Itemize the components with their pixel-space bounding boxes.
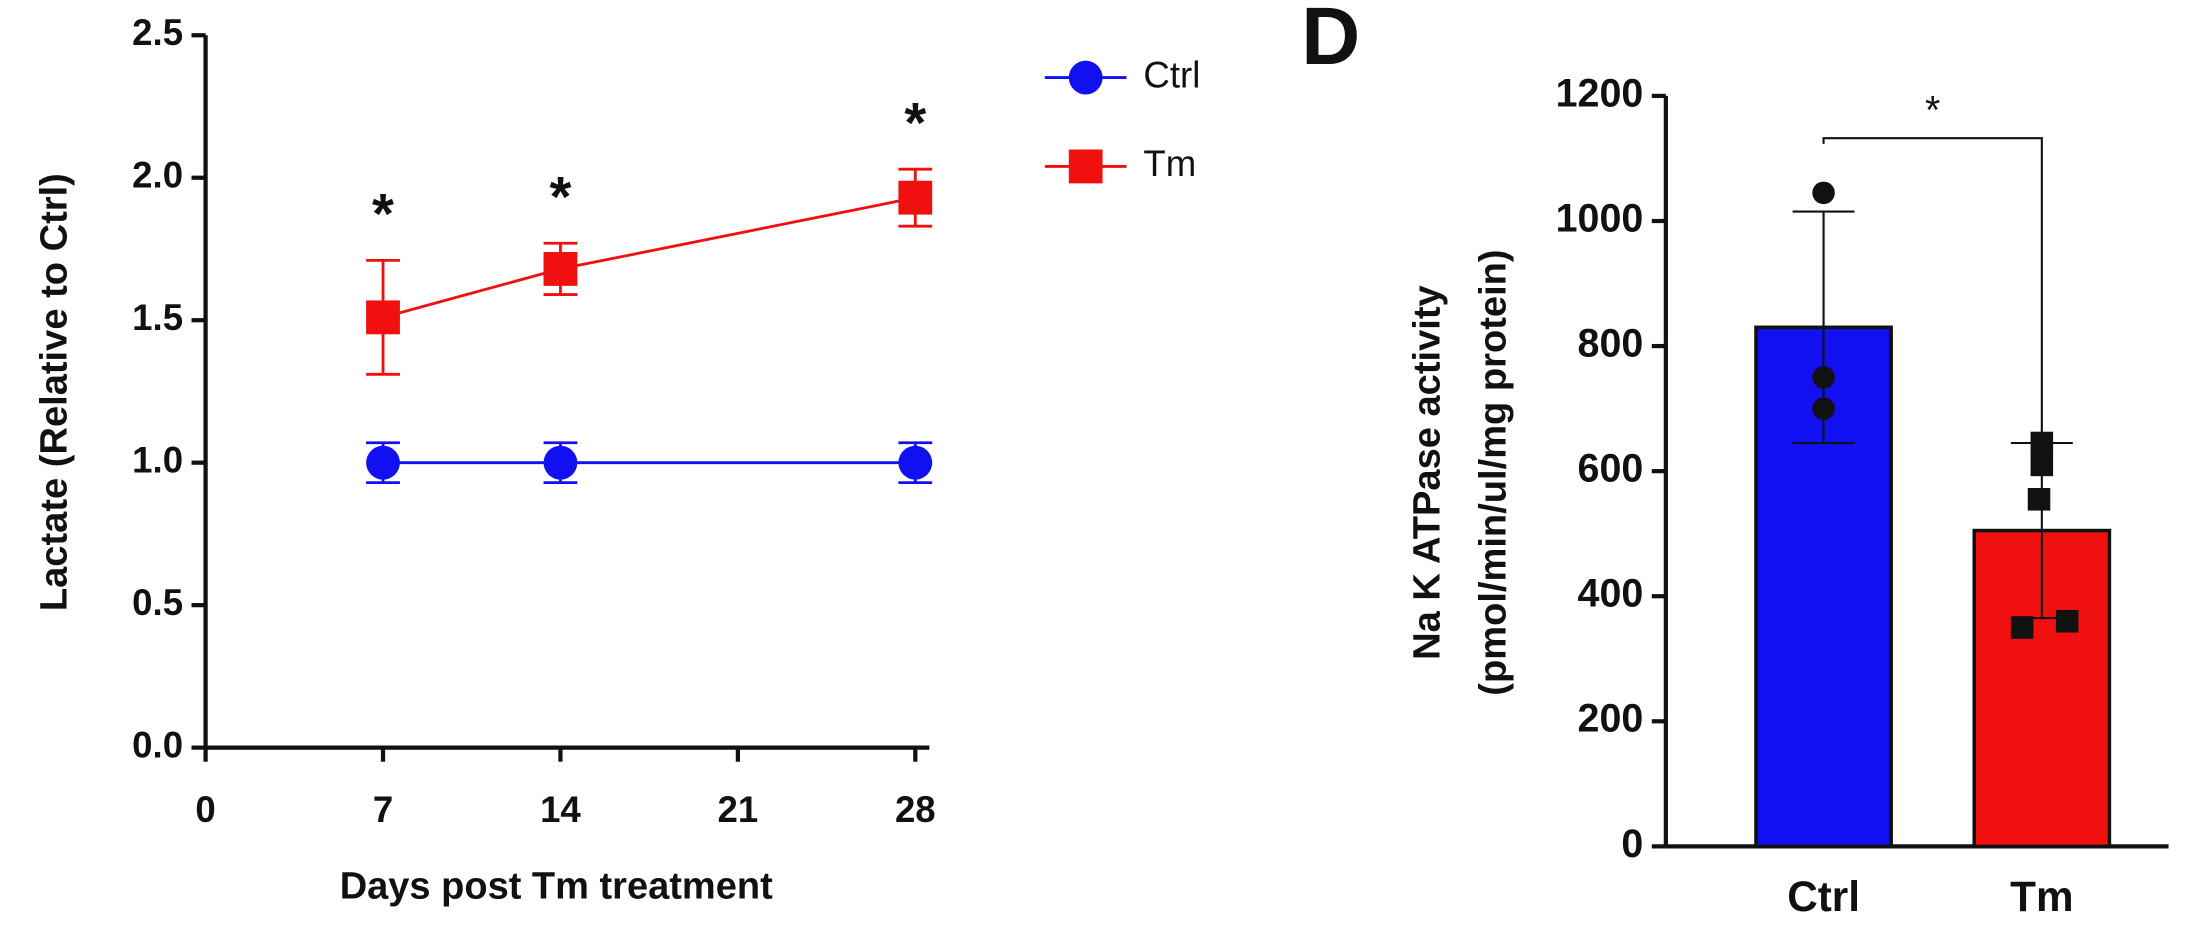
- y-axis-label: Lactate (Relative to Ctrl): [33, 173, 75, 611]
- x-tick-label: 28: [895, 789, 936, 830]
- y-tick-label: 800: [1578, 321, 1644, 365]
- y-tick-label: 200: [1578, 697, 1644, 741]
- significance-bracket: [1822, 137, 2043, 438]
- y-axis-label: (pmol/min/ul/mg protein): [1473, 249, 1515, 695]
- y-tick-label: 1.0: [132, 439, 183, 480]
- y-tick-label: 0: [1621, 822, 1643, 866]
- x-tick-label: 0: [195, 789, 215, 830]
- y-tick-label: 0.5: [132, 582, 183, 623]
- data-point: [2027, 487, 2051, 511]
- y-tick-label: 1000: [1556, 196, 1644, 240]
- x-tick-label: 7: [373, 789, 393, 830]
- marker: [898, 180, 933, 215]
- y-axis-label: Na K ATPase activity: [1406, 285, 1448, 660]
- data-point: [2010, 616, 2034, 639]
- legend-marker: [1068, 60, 1103, 95]
- x-tick-label: Tm: [2010, 873, 2073, 920]
- y-tick-label: 1200: [1556, 71, 1644, 115]
- x-tick-label: 21: [718, 789, 759, 830]
- legend-label: Ctrl: [1143, 54, 1200, 95]
- data-point: [1812, 366, 1835, 389]
- y-tick-label: 2.0: [132, 154, 183, 195]
- data-point: [2055, 609, 2079, 633]
- marker: [366, 445, 400, 480]
- series-line: [382, 196, 916, 319]
- significance-label: *: [1925, 88, 1940, 132]
- marker: [543, 251, 578, 286]
- y-tick-label: 400: [1578, 572, 1644, 616]
- marker: [898, 445, 933, 480]
- marker: [543, 445, 578, 480]
- y-tick-label: 2.5: [132, 12, 183, 53]
- y-tick-label: 0.0: [132, 724, 183, 765]
- panel-letter: D: [1301, 0, 1360, 82]
- annotation: *: [372, 182, 394, 245]
- annotation: *: [904, 91, 926, 154]
- y-tick-label: 1.5: [132, 297, 183, 338]
- x-tick-label: 14: [540, 789, 581, 830]
- annotation: *: [549, 165, 571, 228]
- x-axis-label: Days post Tm treatment: [340, 866, 773, 908]
- x-tick-label: Ctrl: [1787, 873, 1860, 920]
- y-tick-label: 600: [1578, 447, 1644, 491]
- marker: [366, 300, 400, 335]
- legend-marker: [1068, 149, 1103, 184]
- data-point: [1812, 181, 1835, 205]
- data-point: [1812, 397, 1835, 420]
- legend-label: Tm: [1143, 143, 1196, 184]
- data-point: [2030, 453, 2054, 477]
- data-point: [2030, 431, 2054, 455]
